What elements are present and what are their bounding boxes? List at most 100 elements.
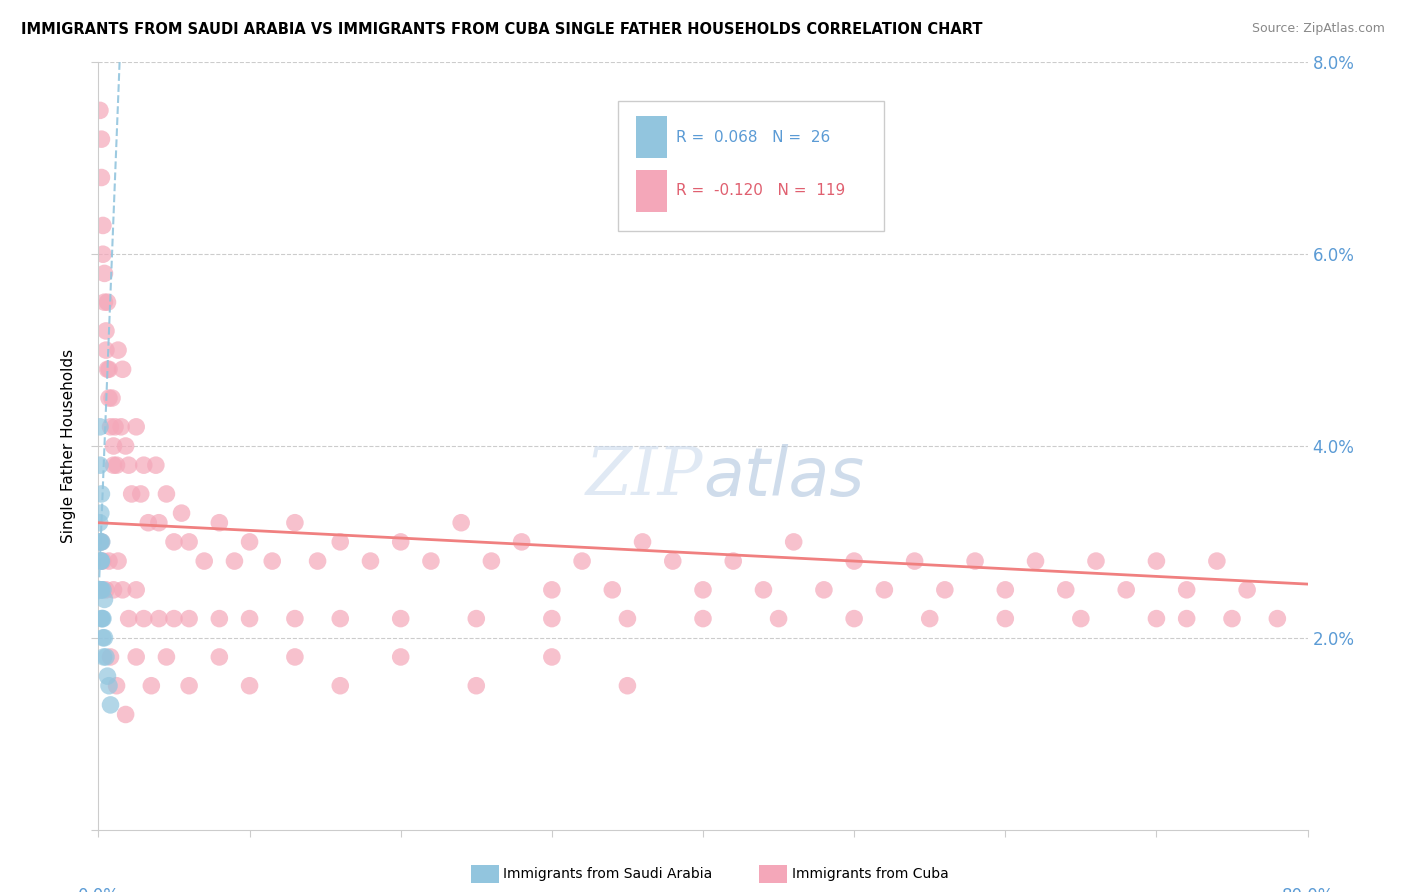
Point [132, 458, 155, 473]
Point [148, 516, 170, 530]
Point [994, 582, 1017, 597]
Point [105, 679, 128, 693]
Point [239, 612, 262, 626]
Point [1054, 582, 1077, 597]
Point [89, 419, 111, 434]
Point [1206, 554, 1229, 568]
Point [1220, 612, 1243, 626]
Point [114, 439, 136, 453]
Point [510, 535, 533, 549]
Point [118, 612, 141, 626]
Point [110, 419, 132, 434]
Point [91, 582, 114, 597]
Point [111, 362, 134, 376]
Point [208, 612, 231, 626]
Point [389, 612, 412, 626]
Point [136, 516, 159, 530]
Point [540, 612, 562, 626]
Point [98, 391, 121, 405]
Text: R =  -0.120   N =  119: R = -0.120 N = 119 [676, 184, 845, 198]
Point [329, 612, 352, 626]
Point [141, 679, 163, 693]
Point [100, 649, 122, 664]
Point [692, 612, 714, 626]
Y-axis label: Single Father Households: Single Father Households [60, 349, 76, 543]
Point [420, 554, 443, 568]
Point [125, 649, 148, 664]
Point [96, 669, 118, 683]
Point [89, 554, 111, 568]
Point [114, 707, 136, 722]
Point [90, 132, 112, 146]
Point [934, 582, 956, 597]
Point [179, 679, 201, 693]
Point [90, 612, 112, 626]
Point [96, 362, 118, 376]
Point [616, 679, 638, 693]
Point [89, 103, 111, 118]
Point [965, 554, 987, 568]
Point [96, 295, 118, 310]
Point [1175, 612, 1198, 626]
Point [307, 554, 329, 568]
Point [98, 679, 121, 693]
Text: atlas: atlas [703, 443, 865, 509]
Point [90, 582, 112, 597]
Point [540, 582, 562, 597]
Point [125, 582, 148, 597]
Point [616, 612, 638, 626]
Point [100, 419, 122, 434]
Point [389, 649, 412, 664]
Point [155, 487, 177, 501]
Point [813, 582, 835, 597]
Point [93, 266, 115, 280]
Point [1175, 582, 1198, 597]
Text: ZIP: ZIP [585, 444, 703, 509]
Point [389, 535, 412, 549]
Point [107, 343, 129, 357]
Text: Immigrants from Cuba: Immigrants from Cuba [792, 867, 948, 881]
Point [1085, 554, 1108, 568]
Point [1267, 612, 1289, 626]
Point [1115, 582, 1137, 597]
Point [844, 612, 866, 626]
Point [1144, 612, 1167, 626]
Point [94, 324, 117, 338]
Point [465, 612, 488, 626]
Point [121, 487, 143, 501]
Point [239, 535, 262, 549]
Point [103, 439, 125, 453]
Point [90, 506, 112, 520]
Point [90, 554, 112, 568]
Point [125, 419, 148, 434]
Point [105, 458, 128, 473]
Point [103, 458, 125, 473]
Point [107, 554, 129, 568]
Point [723, 554, 745, 568]
Point [90, 170, 112, 185]
Point [284, 612, 307, 626]
Point [208, 649, 231, 664]
Point [239, 679, 262, 693]
Bar [637, 169, 666, 212]
Point [329, 679, 352, 693]
Point [904, 554, 927, 568]
Point [1024, 554, 1046, 568]
Text: 80.0%: 80.0% [1281, 887, 1334, 892]
Point [89, 458, 111, 473]
Bar [637, 116, 666, 158]
Point [101, 391, 124, 405]
Point [90, 582, 112, 597]
Point [91, 612, 114, 626]
Point [224, 554, 246, 568]
Point [1144, 554, 1167, 568]
Point [193, 554, 215, 568]
Point [918, 612, 941, 626]
Point [752, 582, 775, 597]
Point [179, 612, 201, 626]
Point [90, 535, 112, 549]
Point [90, 582, 112, 597]
Point [571, 554, 593, 568]
Point [89, 516, 111, 530]
Point [90, 535, 112, 549]
